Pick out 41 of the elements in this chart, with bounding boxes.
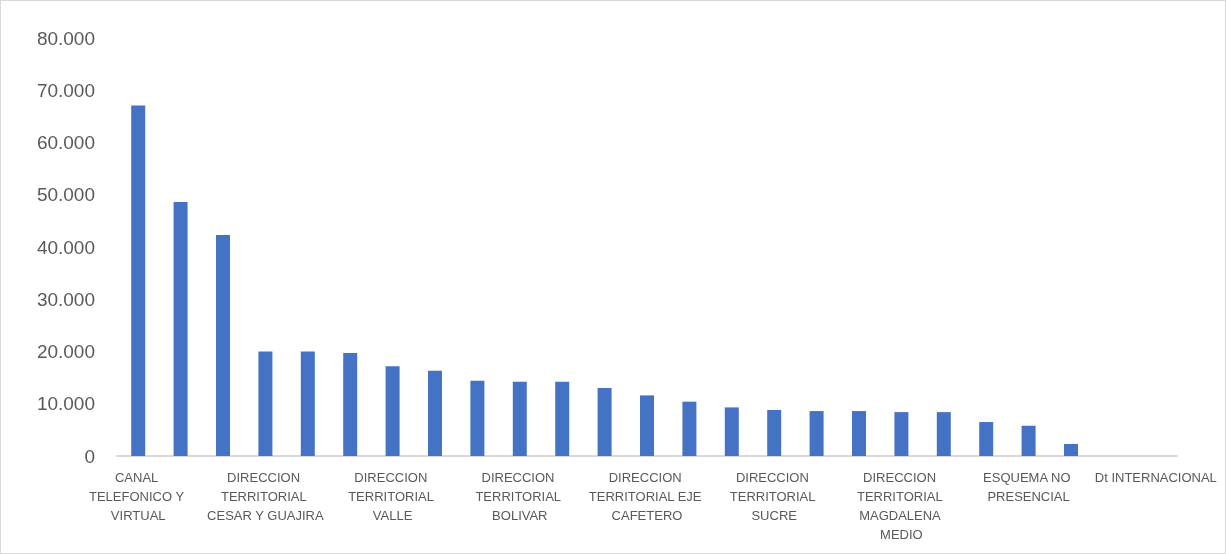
bar bbox=[682, 401, 697, 456]
x-tick-label: DIRECCION TERRITORIAL BOLIVAR bbox=[475, 470, 565, 523]
bar bbox=[216, 234, 230, 456]
bar bbox=[300, 351, 315, 456]
y-tick-label: 10.000 bbox=[36, 393, 95, 415]
bar bbox=[597, 388, 612, 456]
x-tick-label: Dt INTERNACIONAL bbox=[1094, 470, 1217, 485]
y-tick-label: 20.000 bbox=[36, 341, 95, 362]
bar bbox=[428, 370, 442, 456]
x-tick-label: DIRECCION TERRITORIAL MAGDALENA MEDIO bbox=[856, 470, 946, 542]
bar bbox=[1021, 425, 1036, 456]
y-tick-label: 0 bbox=[84, 445, 95, 467]
bar bbox=[555, 381, 570, 456]
y-tick-label: 70.000 bbox=[36, 79, 95, 101]
bar bbox=[1064, 443, 1078, 456]
bar bbox=[512, 381, 527, 456]
x-tick-label: DIRECCION TERRITORIAL EJE CAFETERO bbox=[588, 470, 706, 523]
x-tick-label: ESQUEMA NO PRESENCIAL bbox=[983, 470, 1075, 504]
x-tick-label: DIRECCION TERRITORIAL CESAR Y GUAJIRA bbox=[207, 470, 324, 523]
bar bbox=[258, 351, 273, 456]
x-tick-label: DIRECCION TERRITORIAL VALLE bbox=[348, 470, 438, 523]
bar bbox=[343, 353, 358, 456]
bar bbox=[470, 380, 485, 456]
y-tick-label: 80.000 bbox=[36, 27, 95, 49]
y-tick-label: 50.000 bbox=[36, 184, 95, 206]
bar bbox=[852, 411, 866, 456]
bar bbox=[809, 411, 824, 456]
x-tick-label: CANAL TELEFONICO Y VIRTUAL bbox=[88, 470, 188, 523]
y-tick-label: 40.000 bbox=[36, 236, 95, 258]
bar bbox=[767, 410, 782, 456]
y-tick-label: 30.000 bbox=[36, 288, 95, 310]
bar bbox=[385, 366, 400, 456]
bar bbox=[131, 105, 146, 456]
y-tick-label: 60.000 bbox=[36, 132, 95, 153]
x-tick-label: DIRECCION TERRITORIAL SUCRE bbox=[729, 470, 819, 523]
bar bbox=[936, 412, 951, 456]
bar bbox=[894, 412, 909, 456]
bar bbox=[173, 202, 188, 456]
bar bbox=[640, 395, 654, 456]
bar bbox=[979, 422, 994, 456]
bar bbox=[724, 407, 739, 456]
